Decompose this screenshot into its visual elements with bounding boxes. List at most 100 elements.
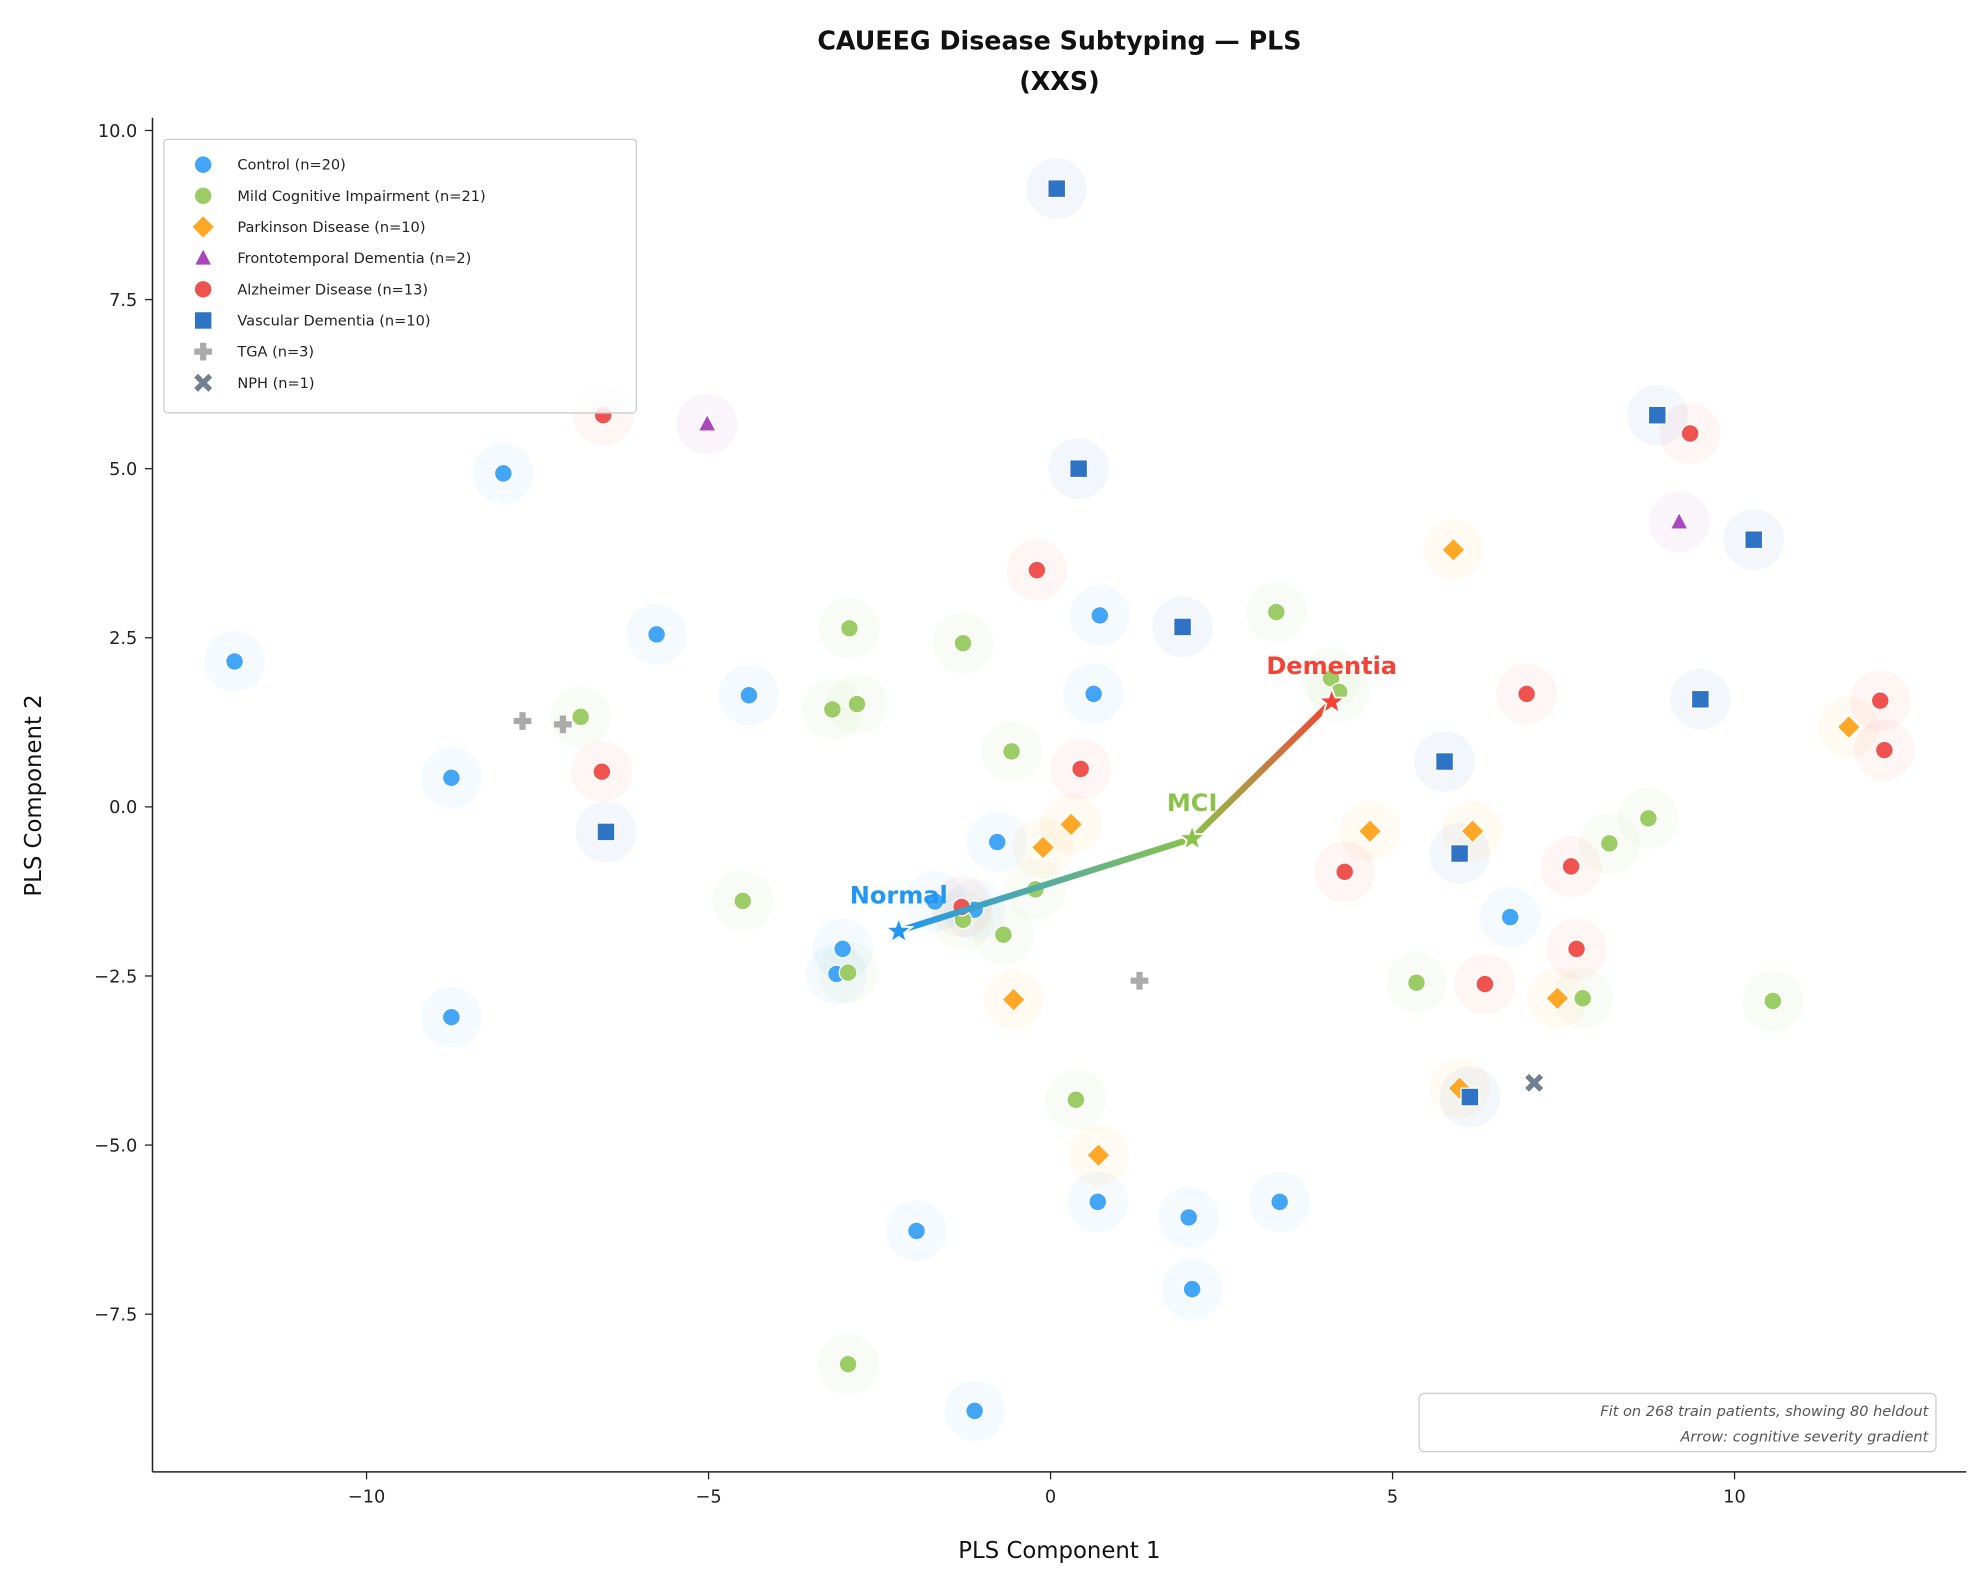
y-tick-label: 2.5 [109,629,137,649]
data-point [1690,689,1710,709]
data-point [1088,1192,1108,1212]
data-point [1870,691,1890,711]
data-point [1573,988,1593,1008]
data-point [953,633,973,653]
data-point [1084,684,1104,704]
data-point [1525,1073,1544,1092]
legend-label: Alzheimer Disease (n=13) [237,281,428,298]
y-tick-label: 0.0 [109,798,137,818]
data-point [1027,560,1047,580]
data-point [993,925,1013,945]
data-point [847,694,867,714]
legend-marker-icon [193,279,213,299]
chart-title: CAUEEG Disease Subtyping — PLS [817,25,1301,55]
x-tick-label: −5 [696,1487,722,1507]
data-point [1058,812,1084,837]
data-point [1638,808,1658,828]
data-point [1460,1087,1480,1107]
legend-marker-icon [190,214,216,240]
data-point [554,715,572,734]
y-tick-label: −5.0 [94,1136,137,1156]
legend-marker-icon [194,373,213,392]
data-point [925,892,945,912]
data-point [733,891,753,911]
data-point [647,624,667,644]
data-point [838,1354,858,1374]
legend-marker-icon [193,247,214,266]
data-point [1002,741,1022,761]
data-point [1407,973,1427,993]
data-point [571,707,591,727]
x-axis-label: PLS Component 1 [958,1538,1160,1564]
arrow-normal-to-mci [895,835,1196,935]
data-point [987,832,1007,852]
data-point [1030,835,1056,860]
data-point [1435,752,1455,772]
centroid-layer: Normal MCI Dementia [850,652,1397,945]
annotation-line-1: Fit on 268 train patients, showing 80 he… [1600,1403,1929,1420]
data-point [1179,1207,1199,1227]
data-point [1357,818,1383,844]
x-tick-label: 10 [1723,1487,1746,1507]
data-point [493,463,513,483]
data-point [1047,179,1067,199]
data-point [1130,971,1149,990]
x-tick-label: −10 [348,1487,385,1507]
y-tick-label: 7.5 [109,291,137,311]
data-point [1182,1279,1202,1299]
centroid-star-icon [1315,685,1348,716]
chart-subtitle: (XXS) [1019,66,1099,96]
centroid-label: Dementia [1266,652,1397,680]
legend-box [163,138,637,414]
data-point [1647,405,1667,425]
data-point [965,1401,985,1421]
data-point [1086,1142,1111,1168]
centroid-label: Normal [850,881,948,909]
data-point [1270,1192,1290,1212]
data-point [596,822,616,842]
data-point [225,651,245,671]
data-point [513,712,532,730]
data-point [833,939,853,959]
x-ticks: −10 −5 0 5 10 [348,1471,1746,1507]
legend-label: Mild Cognitive Impairment (n=21) [237,188,485,205]
legend-label: Frontotemporal Dementia (n=2) [237,250,471,267]
data-point [1517,684,1537,704]
legend-label: Parkinson Disease (n=10) [237,219,425,236]
data-point [441,768,461,788]
data-point [1680,423,1700,443]
data-point [1475,974,1495,994]
data-point [1561,856,1581,876]
data-point [1090,605,1110,625]
data-point [739,685,759,705]
y-ticks: 10.0 7.5 5.0 2.5 0.0 −2.5 −5.0 −7.5 [94,122,153,1326]
legend-label: NPH (n=1) [237,375,314,392]
data-point [1567,939,1587,959]
data-point [838,963,858,983]
data-point [1836,714,1862,740]
legend: Control (n=20) Mild Cognitive Impairment … [163,138,637,414]
legend-label: TGA (n=3) [236,344,314,361]
data-point [822,699,842,719]
data-point [1173,617,1193,637]
legend-marker-icon [193,155,213,175]
legend-marker-icon [193,310,213,330]
centroid-star-icon [882,914,915,945]
y-tick-label: −7.5 [94,1306,137,1326]
severity-arrow [895,698,1335,935]
data-point [1071,759,1091,779]
data-point [1763,991,1783,1011]
annotation-box: Fit on 268 train patients, showing 80 he… [1418,1392,1937,1453]
legend-label: Control (n=20) [237,157,345,174]
points-layer [225,179,1894,1421]
data-point [1460,818,1486,844]
data-point [1066,1090,1086,1110]
data-point [1874,740,1894,760]
data-point [1001,987,1027,1013]
data-point [1544,985,1570,1011]
x-tick-label: 5 [1387,1487,1398,1507]
legend-marker-icon [194,342,213,361]
data-point [1669,510,1690,530]
y-tick-label: 5.0 [109,460,137,480]
